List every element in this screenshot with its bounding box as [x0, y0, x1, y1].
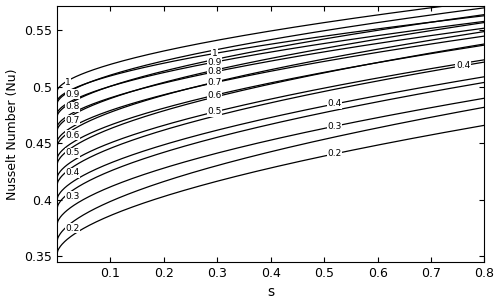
Text: 0.6: 0.6 — [65, 131, 80, 140]
Text: 0.8: 0.8 — [208, 67, 222, 76]
Text: 0.4: 0.4 — [65, 168, 79, 178]
Text: 0.3: 0.3 — [328, 122, 342, 131]
Text: 0.7: 0.7 — [208, 78, 222, 87]
Text: 0.4: 0.4 — [328, 99, 342, 109]
Text: 0.2: 0.2 — [328, 149, 342, 158]
Text: 0.3: 0.3 — [65, 192, 80, 201]
Text: 0.8: 0.8 — [65, 102, 80, 111]
Y-axis label: Nusselt Number (Nu): Nusselt Number (Nu) — [6, 68, 18, 199]
X-axis label: s: s — [267, 285, 274, 300]
Text: 0.2: 0.2 — [65, 224, 79, 233]
Text: 0.7: 0.7 — [65, 116, 80, 125]
Text: 0.9: 0.9 — [208, 58, 222, 66]
Text: 0.4: 0.4 — [456, 61, 470, 70]
Text: 0.9: 0.9 — [65, 90, 80, 99]
Text: 0.6: 0.6 — [208, 91, 222, 100]
Text: 0.5: 0.5 — [208, 107, 222, 117]
Text: 1: 1 — [212, 49, 218, 58]
Text: 0.5: 0.5 — [65, 148, 80, 157]
Text: 1: 1 — [65, 78, 70, 87]
